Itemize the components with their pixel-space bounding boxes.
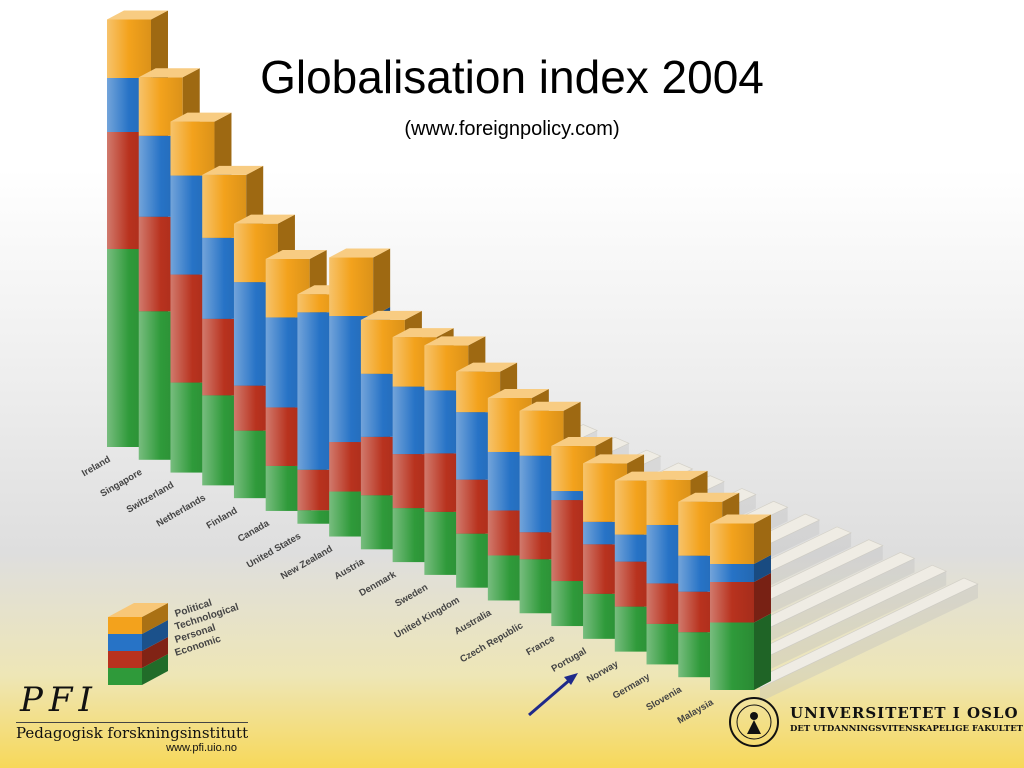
bar-side-economic <box>754 613 771 690</box>
bar-top <box>202 165 264 175</box>
bars-group <box>107 10 771 690</box>
pfi-logo-mark: PFI <box>20 680 98 720</box>
x-label-france: France <box>524 633 556 658</box>
legend-swatch-side <box>142 637 168 668</box>
bar-side-political <box>214 112 232 176</box>
norway-arrow <box>528 673 578 717</box>
bar-side-political <box>373 248 391 317</box>
pfi-logo: PFI Pedagogisk forskningsinstitutt www.p… <box>12 680 249 756</box>
bar-top <box>107 10 168 20</box>
university-seal-icon <box>729 697 779 747</box>
bar-top <box>170 112 232 122</box>
x-label-switzerland: Switzerland <box>125 480 176 516</box>
back-plane-shadow <box>760 584 978 702</box>
bar-top <box>583 454 645 464</box>
bar-top <box>710 514 771 524</box>
x-label-australia: Australia <box>453 607 494 637</box>
x-label-slovenia: Slovenia <box>644 684 684 713</box>
legend-swatch-side <box>142 654 168 685</box>
bar-top <box>487 388 549 398</box>
x-label-denmark: Denmark <box>357 569 398 599</box>
bar-top <box>456 362 518 372</box>
bar-top <box>646 470 708 480</box>
legend-swatch-technological <box>108 634 142 651</box>
x-label-germany: Germany <box>611 671 653 701</box>
bar-side-personal <box>754 573 771 623</box>
x-label-portugal: Portugal <box>550 646 589 675</box>
legend-swatch-side <box>142 603 168 634</box>
bar-segment-personal <box>710 582 754 623</box>
bar-top <box>678 492 740 502</box>
legend-swatch-political <box>108 617 142 634</box>
bar-top <box>360 310 422 320</box>
page-subtitle: (www.foreignpolicy.com) <box>404 118 620 140</box>
bar-top <box>265 249 327 259</box>
bar-side-political <box>754 514 771 564</box>
bar-segment-technological <box>710 564 754 582</box>
x-label-ireland: Ireland <box>80 454 113 479</box>
bar-top <box>424 336 486 346</box>
back-plane-shadow <box>728 571 947 690</box>
x-label-finland: Finland <box>205 505 240 532</box>
uio-logo: UNIVERSITETET I OSLO DET UTDANNINGSVITEN… <box>728 696 1023 748</box>
bar-segment-technological <box>551 491 596 501</box>
bar-top <box>519 401 581 411</box>
legend-swatch-side <box>142 620 168 651</box>
bar-new-zealand <box>329 248 391 537</box>
bar-top <box>138 68 200 78</box>
uio-name: UNIVERSITETET I OSLO <box>790 704 1019 722</box>
x-label-norway: Norway <box>585 658 621 685</box>
bar-malaysia <box>710 514 771 690</box>
bar-segment-political <box>170 121 215 176</box>
bar-segment-political <box>107 19 151 78</box>
bar-top <box>392 328 454 338</box>
bar-side-political <box>151 10 168 78</box>
page-title: Globalisation index 2004 <box>260 51 764 103</box>
pfi-url: www.pfi.uio.no <box>166 742 237 754</box>
legend-swatch-personal <box>108 651 142 668</box>
bar-segment-economic <box>710 622 754 690</box>
x-label-singapore: Singapore <box>99 467 145 500</box>
legend-swatch-economic <box>108 668 142 685</box>
bar-segment-political <box>710 523 754 564</box>
bar-segment-political <box>329 257 374 317</box>
x-label-austria: Austria <box>333 556 367 582</box>
x-label-sweden: Sweden <box>393 582 430 610</box>
bar-top <box>233 214 295 224</box>
bar-top <box>551 437 613 447</box>
x-label-malaysia: Malaysia <box>676 697 716 727</box>
bar-top <box>329 248 391 258</box>
x-label-canada: Canada <box>236 518 272 545</box>
legend-swatch-top <box>108 603 168 617</box>
pfi-institute-name: Pedagogisk forskningsinstitutt <box>16 722 249 742</box>
uio-faculty: DET UTDANNINGSVITENSKAPELIGE FAKULTET <box>790 724 1024 734</box>
x-label-netherlands: Netherlands <box>155 492 208 529</box>
